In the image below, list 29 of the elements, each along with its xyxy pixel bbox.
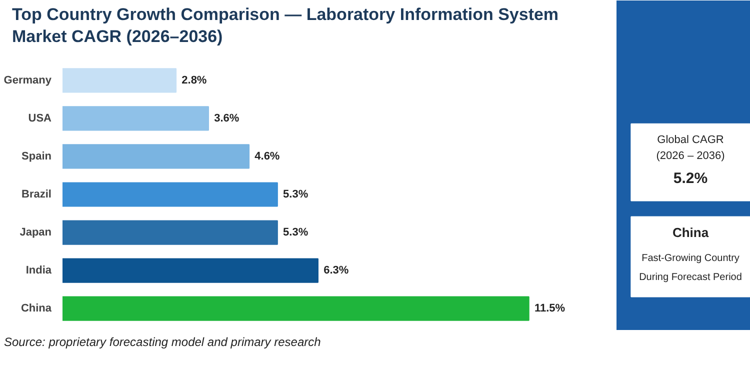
y-tick-label: Japan (20, 226, 52, 239)
y-tick-label: Germany (4, 74, 52, 86)
data-label: 6.3% (324, 264, 349, 277)
data-label: 4.6% (254, 150, 280, 162)
chart-title: Top Country Growth Comparison — Laboratory Information System Market CAGR (2026–2036) (12, 4, 560, 48)
text: During Forecast Period (639, 272, 742, 283)
bar (62, 220, 278, 245)
y-tick-label: USA (28, 112, 52, 124)
bar (62, 296, 530, 321)
bar (62, 258, 318, 283)
data-label: 3.6% (214, 112, 240, 124)
y-tick-label: Brazil (22, 188, 52, 200)
bar (62, 144, 250, 169)
y-tick-label: Spain (22, 150, 52, 162)
text: 5.2% (673, 170, 708, 187)
y-tick-label: China (20, 302, 52, 315)
data-label: 11.5% (534, 302, 566, 315)
bar (62, 68, 177, 93)
text: (2026 – 2036) (656, 150, 725, 162)
source-note: Source: proprietary forecasting model and primary research (4, 334, 321, 351)
bar (62, 182, 278, 207)
text: China (672, 225, 710, 240)
bar (62, 106, 209, 131)
text: Global CAGR (657, 134, 724, 146)
data-label: 5.3% (283, 188, 308, 200)
data-label: 5.3% (283, 226, 308, 239)
text: Fast-Growing Country (642, 252, 740, 264)
y-tick-label: India (26, 264, 52, 277)
data-label: 2.8% (182, 74, 207, 86)
